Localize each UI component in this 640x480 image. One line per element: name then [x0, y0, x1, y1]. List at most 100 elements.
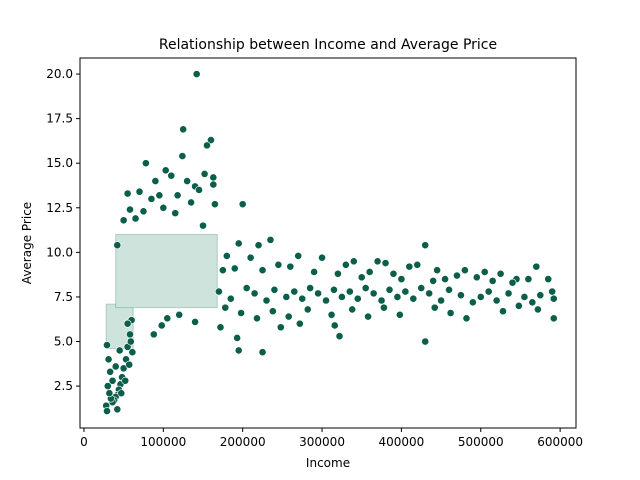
scatter-point: [445, 285, 453, 294]
scatter-point: [327, 310, 336, 319]
scatter-point: [282, 293, 291, 301]
x-tick-label: 600000: [537, 435, 583, 449]
scatter-point: [544, 275, 553, 284]
scatter-point: [504, 289, 513, 298]
scatter-point: [226, 294, 235, 303]
scatter-point: [499, 307, 507, 316]
scatter-point: [111, 362, 120, 371]
scatter-point: [345, 287, 354, 296]
scatter-point: [103, 382, 112, 390]
x-axis-label: Income: [306, 456, 350, 470]
scatter-point: [334, 269, 342, 278]
scatter-point: [103, 407, 111, 415]
scatter-point: [286, 262, 295, 271]
y-tick-label: 17.5: [46, 112, 73, 126]
chart-title: Relationship between Income and Average …: [159, 37, 497, 53]
scatter-point: [349, 257, 358, 266]
scatter-point: [126, 330, 134, 339]
scatter-point: [262, 296, 271, 305]
scatter-point: [457, 291, 465, 300]
scatter-point: [230, 264, 239, 273]
scatter-point: [171, 209, 180, 218]
scatter-point: [385, 285, 394, 294]
scatter-point: [126, 337, 135, 346]
scatter-point: [276, 323, 285, 332]
dense-point-cloud: [105, 234, 218, 350]
scatter-point: [549, 294, 558, 303]
scatter-point: [520, 293, 529, 301]
scatter-points: [102, 70, 558, 415]
y-tick-label: 20.0: [46, 67, 73, 81]
scatter-point: [476, 293, 485, 301]
scatter-point: [121, 376, 130, 385]
scatter-point: [159, 203, 168, 212]
scatter-point: [295, 319, 304, 328]
scatter-point: [425, 289, 434, 298]
scatter-point: [377, 296, 386, 305]
scatter-point: [413, 260, 422, 269]
scatter-point: [113, 241, 122, 250]
scatter-point: [151, 177, 160, 185]
x-tick-label: 200000: [220, 435, 266, 449]
scatter-point: [364, 312, 372, 321]
scatter-point: [548, 287, 557, 296]
scatter-point: [534, 305, 542, 314]
x-axis: 0 100000 200000 300000 400000 500000 600000: [80, 428, 583, 449]
scatter-point: [119, 364, 128, 373]
scatter-point: [397, 275, 406, 284]
scatter-point: [199, 221, 207, 230]
scatter-point: [173, 191, 182, 200]
y-tick-label: 5.0: [54, 335, 73, 349]
scatter-point: [389, 269, 398, 278]
scatter-point: [191, 318, 199, 326]
scatter-point: [290, 287, 299, 296]
scatter-point: [314, 289, 322, 298]
scatter-point: [175, 310, 184, 319]
scatter-point: [446, 309, 455, 317]
x-tick-label: 100000: [140, 435, 186, 449]
scatter-point: [155, 191, 164, 200]
scatter-point: [348, 305, 357, 314]
scatter-point: [209, 173, 218, 182]
scatter-point: [462, 314, 471, 323]
scatter-point: [508, 278, 517, 287]
y-tick-label: 12.5: [46, 201, 73, 215]
scatter-point: [246, 253, 255, 262]
scatter-point: [253, 314, 261, 323]
x-tick-label: 0: [80, 435, 88, 449]
scatter-point: [242, 284, 251, 292]
scatter-point: [266, 235, 275, 244]
scatter-point: [126, 205, 134, 214]
scatter-point: [532, 262, 541, 271]
scatter-point: [128, 348, 137, 357]
y-axis: 2.5 5.0 7.5 10.0 12.5 15.0 17.5 20.0: [46, 67, 80, 393]
scatter-point: [123, 189, 132, 198]
scatter-point: [337, 293, 346, 301]
scatter-point: [536, 291, 545, 300]
scatter-point: [203, 141, 211, 150]
scatter-point: [237, 309, 246, 317]
scatter-point: [268, 307, 277, 316]
scatter-point: [125, 360, 134, 369]
scatter-point: [214, 287, 223, 296]
scatter-point: [480, 268, 489, 276]
scatter-point: [108, 376, 117, 385]
scatter-point: [437, 296, 445, 305]
scatter-point: [441, 275, 449, 284]
scatter-point: [233, 334, 242, 342]
scatter-point: [528, 298, 537, 307]
scatter-point: [274, 260, 283, 269]
scatter-point: [361, 284, 370, 292]
scatter-point: [123, 319, 132, 328]
scatter-point: [141, 159, 150, 168]
scatter-point: [105, 389, 114, 398]
scatter-point: [222, 252, 231, 260]
dense-cluster-mid: [115, 234, 218, 309]
scatter-point: [250, 289, 259, 298]
scatter-point: [409, 294, 418, 303]
scatter-point: [131, 214, 140, 223]
scatter-point: [472, 273, 481, 282]
scatter-point: [380, 303, 388, 312]
plot-frame: [79, 57, 577, 429]
